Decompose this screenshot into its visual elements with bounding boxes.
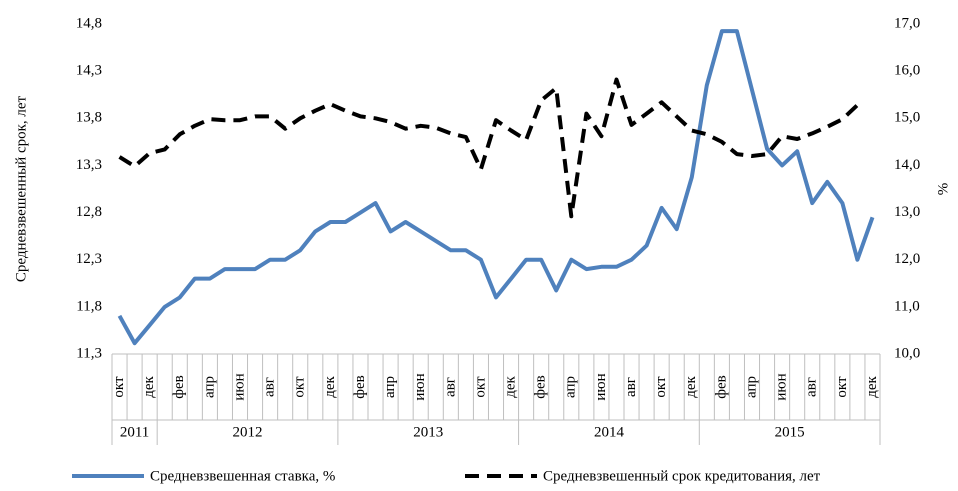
x-tick-label: окт [653, 376, 669, 398]
x-tick-label: авг [623, 377, 639, 397]
line-series [117, 29, 875, 346]
y2-tick-label: 15,0 [894, 110, 920, 126]
year-label: 2015 [775, 424, 805, 440]
x-tick-label: авг [262, 377, 278, 397]
y-tick-label: 14,8 [76, 15, 102, 31]
y2-axis-title: % [935, 183, 951, 196]
x-tick-label: окт [111, 376, 127, 398]
y2-tick-label: 11,0 [894, 298, 920, 314]
y-tick-label: 11,3 [76, 345, 102, 361]
x-tick-label: окт [472, 376, 488, 398]
y-tick-label: 13,8 [76, 110, 102, 126]
year-label: 2011 [120, 424, 149, 440]
y2-tick-label: 10,0 [894, 345, 920, 361]
y-tick-label: 11,8 [76, 298, 102, 314]
x-tick-label: фев [533, 375, 549, 398]
year-label: 2014 [594, 424, 625, 440]
y-tick-label: 13,3 [76, 157, 102, 173]
x-tick-label: июн [412, 373, 428, 400]
x-tick-label: апр [743, 376, 759, 398]
line-series [118, 77, 859, 219]
x-tick-label: дек [683, 375, 699, 397]
x-tick-label: фев [713, 375, 729, 398]
x-tick-label: дек [141, 375, 157, 397]
x-tick-label: авг [804, 377, 820, 397]
y-tick-label: 12,8 [76, 204, 102, 220]
x-tick-label: июн [231, 373, 247, 400]
x-tick-label: апр [563, 376, 579, 398]
x-tick-label: апр [201, 376, 217, 398]
x-tick-label: дек [502, 375, 518, 397]
year-label: 2013 [413, 424, 443, 440]
x-tick-label: дек [322, 375, 338, 397]
x-tick-label: июн [593, 373, 609, 400]
x-tick-label: окт [292, 376, 308, 398]
y2-tick-label: 17,0 [894, 15, 920, 31]
y2-tick-label: 13,0 [894, 204, 920, 220]
x-tick-label: дек [864, 375, 880, 397]
year-label: 2012 [233, 424, 263, 440]
x-tick-label: окт [834, 376, 850, 398]
legend-label: Средневзвешенная ставка, % [150, 468, 335, 484]
legend-label: Средневзвешенный срок кредитования, лет [543, 468, 821, 484]
y-tick-label: 14,3 [76, 63, 102, 79]
x-tick-label: фев [171, 375, 187, 398]
y2-tick-label: 12,0 [894, 251, 920, 267]
x-tick-label: июн [774, 373, 790, 400]
x-tick-label: фев [352, 375, 368, 398]
y-tick-label: 12,3 [76, 251, 102, 267]
y2-tick-label: 14,0 [894, 157, 920, 173]
x-tick-label: авг [442, 377, 458, 397]
y2-tick-label: 16,0 [894, 63, 920, 79]
x-tick-label: апр [382, 376, 398, 398]
y-axis-title: Средневзвешенный срок, лет [13, 95, 29, 282]
